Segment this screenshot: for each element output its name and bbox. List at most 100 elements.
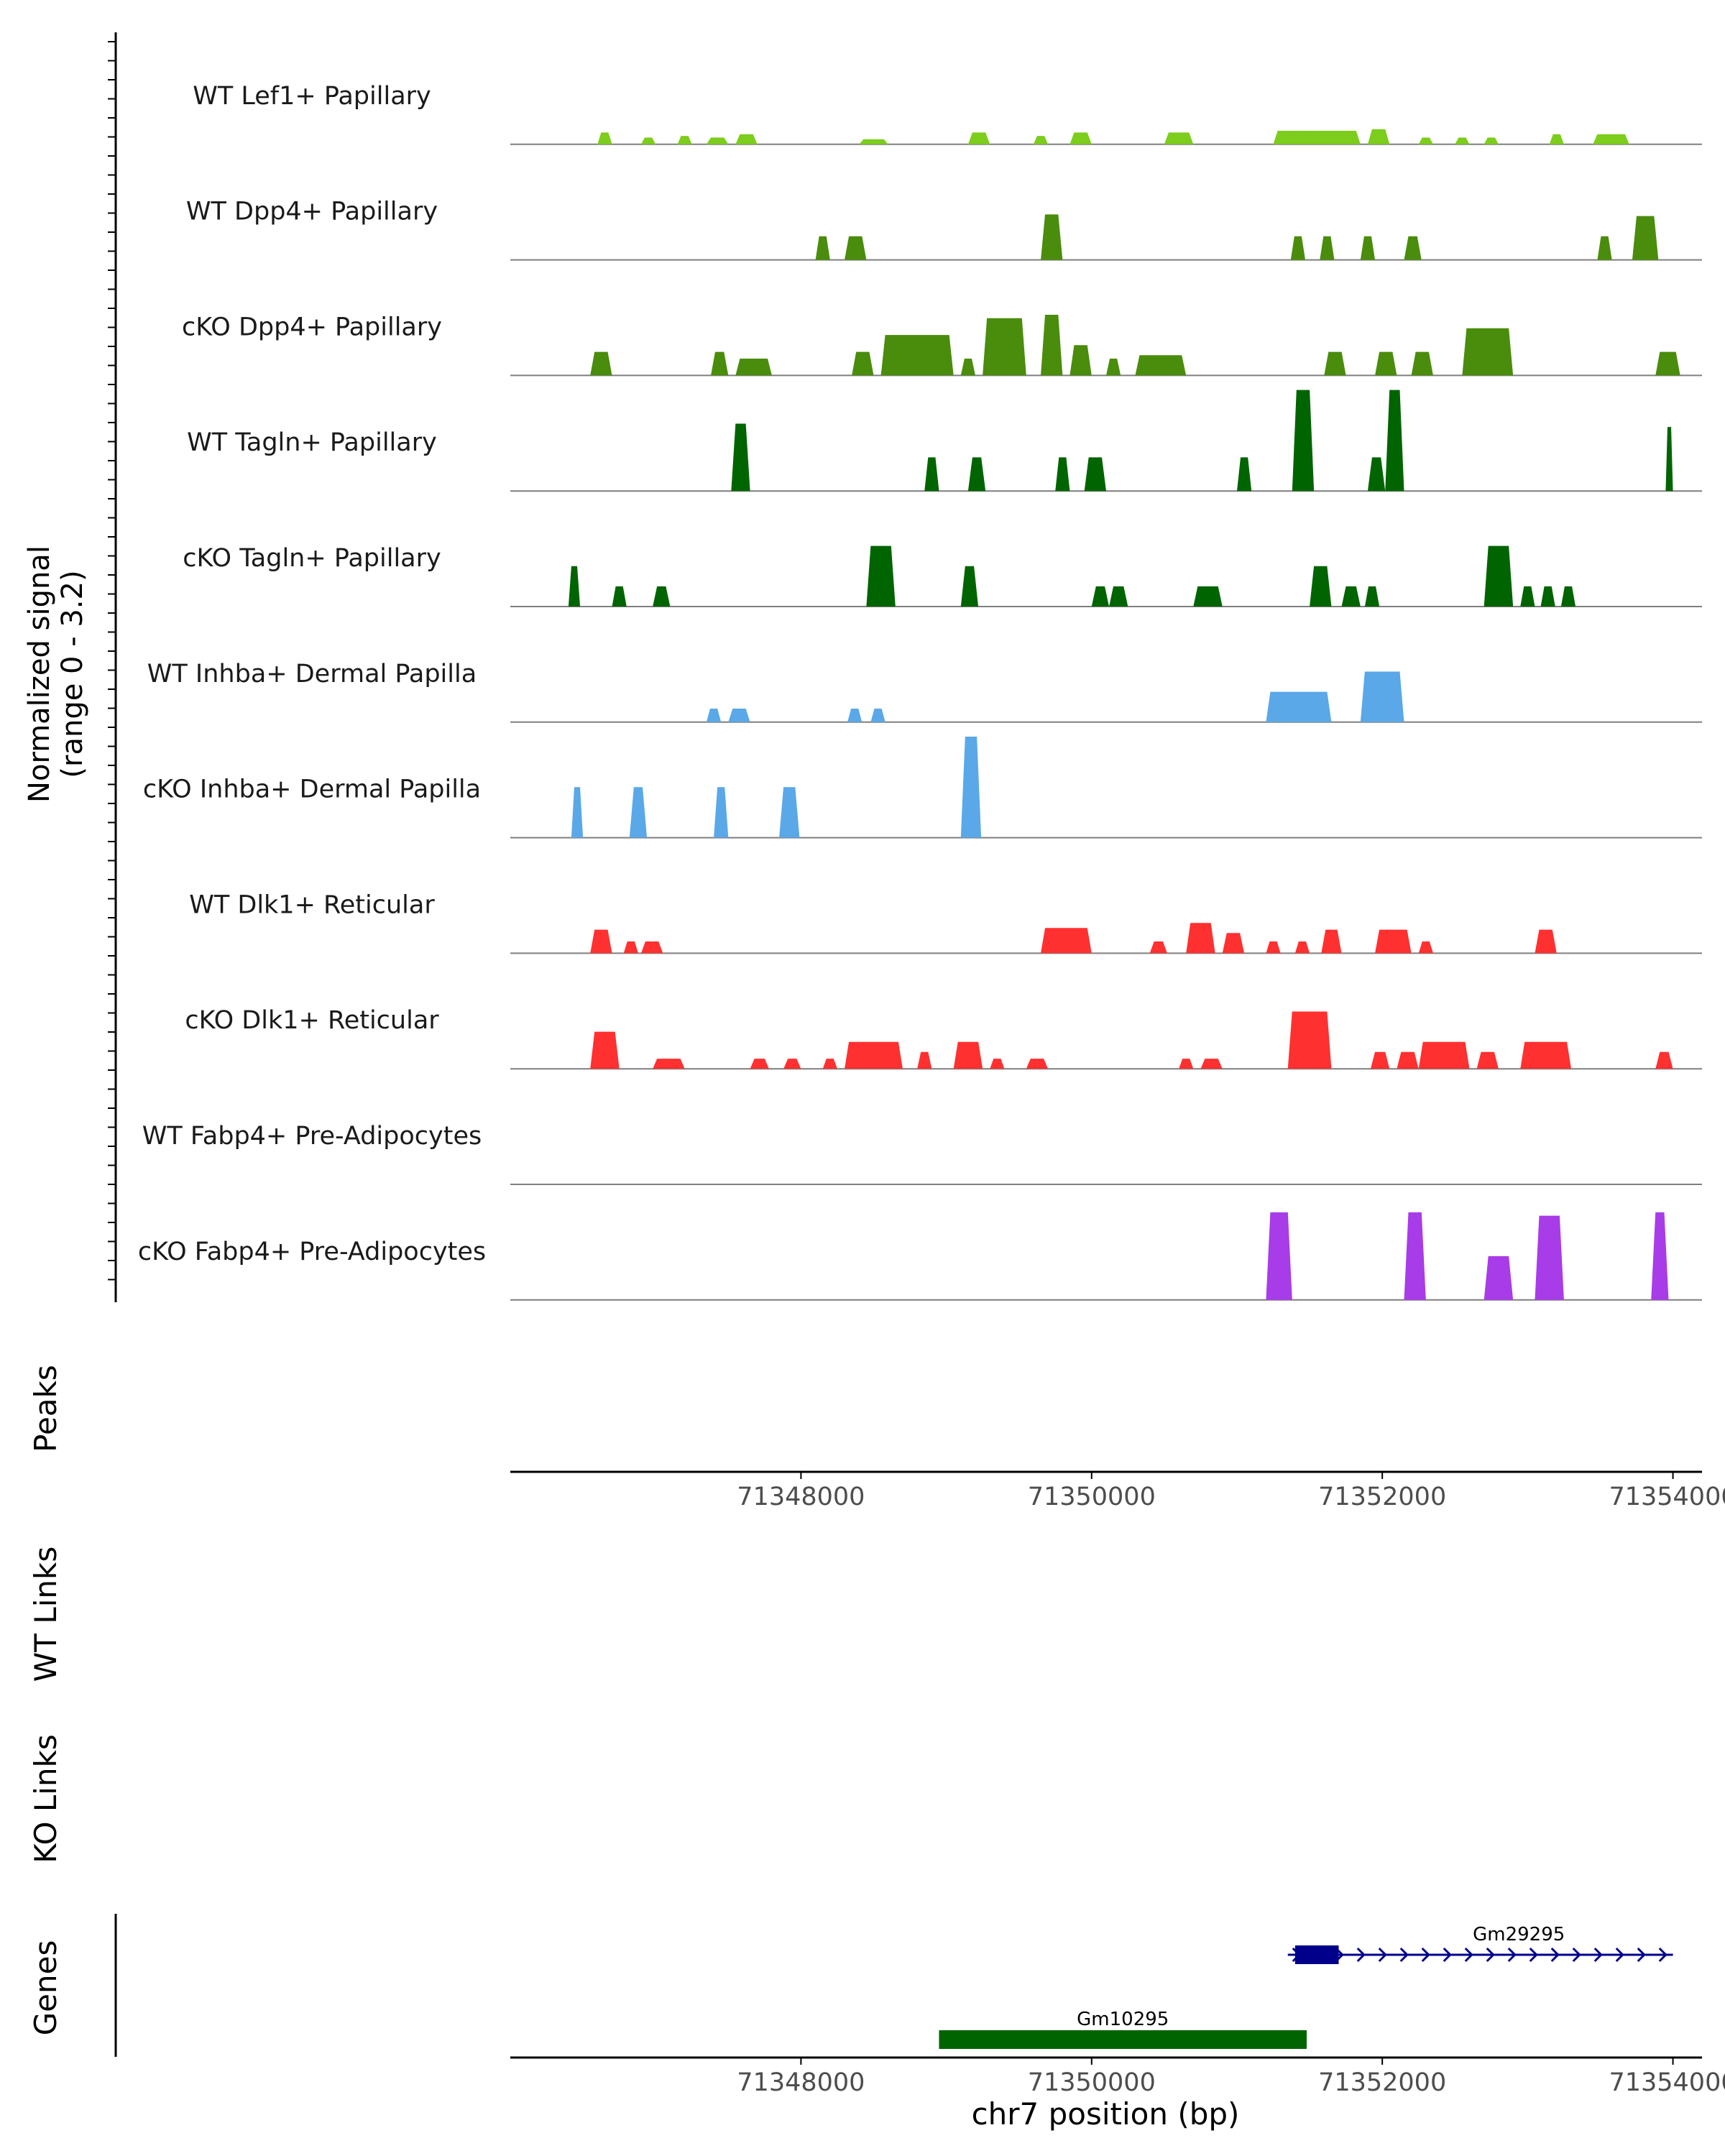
gene-exon <box>939 2030 1307 2049</box>
signal-peak <box>1597 236 1612 260</box>
signal-peak <box>1418 1041 1470 1069</box>
signal-peak <box>1236 457 1252 492</box>
strand-arrow <box>1378 1947 1387 1963</box>
gene-name-label: Gm10295 <box>1077 2009 1169 2030</box>
gene-model: Gm29295 <box>1287 1924 1673 1964</box>
signal-peak <box>1411 351 1433 376</box>
signal-peak <box>1455 137 1470 144</box>
track-label: WT Fabp4+ Pre-Adipocytes <box>142 1122 482 1151</box>
signal-y-label-line1: Normalized signal <box>23 545 56 803</box>
signal-peak <box>845 236 867 260</box>
signal-peak <box>1287 1011 1332 1069</box>
strand-arrow <box>1507 1947 1517 1963</box>
signal-peak <box>735 358 772 376</box>
signal-peak <box>1385 390 1404 492</box>
coverage-track: WT Dpp4+ Papillary <box>186 198 1702 261</box>
track-label: cKO Tagln+ Papillary <box>183 544 441 573</box>
signal-peak <box>1370 1051 1390 1069</box>
signal-peak <box>706 137 729 144</box>
signal-peak <box>590 351 612 376</box>
track-label: cKO Dlk1+ Reticular <box>185 1006 439 1035</box>
signal-peak <box>1341 586 1361 607</box>
signal-peak <box>1266 1212 1292 1300</box>
signal-peak <box>1026 1059 1049 1069</box>
signal-peak <box>1320 236 1335 260</box>
signal-peak <box>859 139 888 144</box>
x-tick-label: 71352000 <box>1318 1483 1446 1511</box>
x-tick-label: 71354000 <box>1609 2068 1725 2097</box>
signal-peak <box>1476 1051 1499 1069</box>
signal-peak <box>1055 457 1070 492</box>
signal-peak <box>1418 941 1433 954</box>
signal-peak <box>1135 355 1187 376</box>
x-tick-label: 71350000 <box>1028 2068 1156 2097</box>
strand-arrow <box>1356 1947 1366 1963</box>
signal-peak <box>1540 586 1555 607</box>
signal-peak <box>1375 351 1397 376</box>
signal-peak <box>1222 933 1245 954</box>
signal-peak <box>1193 586 1223 607</box>
x-axis-title: chr7 position (bp) <box>972 2096 1240 2132</box>
signal-peak <box>1404 1212 1426 1300</box>
signal-peak <box>1070 345 1092 376</box>
genes-panel: Genes Gm29295 Gm10295 <box>28 1914 1673 2057</box>
signal-peak <box>623 941 638 954</box>
signal-peak <box>1310 566 1332 607</box>
genes-track-label: Genes <box>28 1940 63 2036</box>
signal-peak <box>640 137 656 144</box>
signal-peak <box>1367 129 1390 144</box>
signal-peak <box>960 566 979 607</box>
signal-peak <box>1200 1059 1223 1069</box>
signal-peak <box>1484 1256 1514 1300</box>
signal-peak <box>1549 134 1564 144</box>
signal-peak <box>714 787 729 838</box>
x-axis-genes: 71348000 71350000 71352000 71354000 <box>510 2056 1725 2097</box>
coverage-track: cKO Tagln+ Papillary <box>183 544 1702 607</box>
signal-peak <box>1033 136 1049 144</box>
signal-peak <box>1041 315 1063 376</box>
track-label: cKO Fabp4+ Pre-Adipocytes <box>138 1238 486 1266</box>
signal-peak <box>750 1059 769 1069</box>
coverage-track: WT Tagln+ Papillary <box>187 390 1702 492</box>
signal-peak <box>590 929 612 954</box>
strand-arrow <box>1529 1947 1538 1963</box>
signal-peak <box>1041 214 1063 260</box>
signal-peak <box>1484 545 1514 607</box>
signal-peak <box>1109 586 1128 607</box>
strand-arrow <box>1593 1947 1603 1963</box>
signal-peak <box>779 787 800 838</box>
signal-peak <box>1266 691 1332 722</box>
signal-peak <box>629 787 648 838</box>
aux-track-label: WT Links <box>28 1547 63 1682</box>
signal-peak <box>1364 586 1380 607</box>
signal-peak <box>1164 132 1194 144</box>
signal-peak <box>1360 671 1404 722</box>
signal-y-label-line2: (range 0 - 3.2) <box>56 570 89 778</box>
signal-peak <box>571 787 584 838</box>
signal-peak <box>677 136 692 144</box>
x-tick-label: 71350000 <box>1028 1483 1156 1511</box>
signal-peak <box>1655 1051 1673 1069</box>
x-tick-label: 71348000 <box>737 2068 865 2097</box>
signal-peak <box>847 709 862 722</box>
signal-y-axis-label: Normalized signal (range 0 - 3.2) <box>23 545 89 803</box>
coverage-track: WT Fabp4+ Pre-Adipocytes <box>142 1122 1702 1185</box>
gene-exon <box>1294 1945 1339 1964</box>
signal-peak <box>1655 351 1680 376</box>
signal-peak <box>1292 390 1315 492</box>
signal-peak <box>960 736 982 838</box>
signal-peak <box>815 236 830 260</box>
strand-arrow <box>1464 1947 1473 1963</box>
signal-peak <box>924 457 939 492</box>
signal-peak <box>783 1059 801 1069</box>
x-tick-label: 71354000 <box>1609 1483 1725 1511</box>
coverage-track: WT Dlk1+ Reticular <box>189 890 1702 954</box>
signal-peak <box>653 586 671 607</box>
signal-peak <box>1266 941 1281 954</box>
signal-peak <box>1418 137 1433 144</box>
signal-peak <box>1397 1051 1419 1069</box>
signal-peak <box>728 709 750 722</box>
gene-name-label: Gm29295 <box>1473 1924 1565 1945</box>
coverage-track: cKO Dlk1+ Reticular <box>185 1006 1702 1070</box>
signal-peak <box>1560 586 1576 607</box>
